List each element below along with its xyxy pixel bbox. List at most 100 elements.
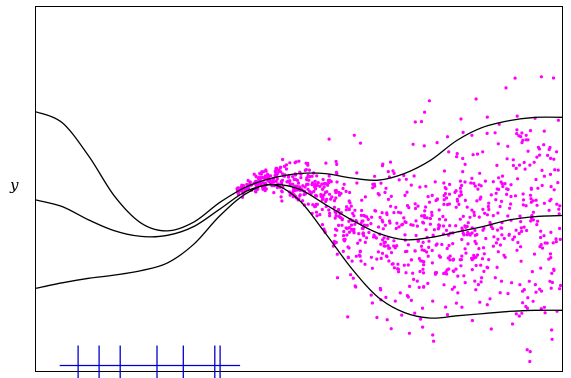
scatter-point [527, 279, 531, 283]
scatter-point [295, 178, 299, 182]
scatter-point [526, 296, 530, 300]
scatter-point [483, 211, 487, 215]
scatter-point [388, 160, 393, 164]
scatter-point [350, 259, 354, 263]
scatter-point [531, 299, 535, 303]
scatter-point [540, 183, 544, 188]
scatter-point [517, 231, 521, 236]
scatter-point [459, 193, 463, 197]
scatter-point [297, 159, 301, 163]
scatter-point [549, 230, 553, 234]
scatter-point [471, 153, 475, 157]
scatter-point [468, 215, 472, 219]
scatter-point [329, 197, 333, 201]
scatter-point [492, 235, 496, 239]
scatter-point [352, 133, 356, 137]
scatter-point [487, 258, 491, 262]
scatter-point [386, 170, 390, 174]
scatter-point [360, 226, 364, 230]
scatter-point [554, 240, 558, 244]
scatter-point [328, 214, 332, 218]
scatter-point [555, 150, 559, 154]
scatter-point [454, 224, 458, 228]
scatter-point [510, 322, 515, 326]
scatter-point [473, 184, 477, 188]
scatter-point [520, 229, 524, 233]
scatter-point [442, 202, 446, 206]
scatter-point [356, 241, 360, 245]
scatter-point [353, 222, 357, 226]
scatter-point [341, 186, 345, 191]
scatter-point [360, 208, 364, 213]
scatter-point [296, 181, 301, 185]
scatter-point [445, 246, 449, 251]
scatter-point [424, 228, 428, 232]
scatter-point [324, 161, 328, 165]
scatter-point [332, 199, 337, 203]
scatter-point [285, 180, 289, 184]
scatter-point [464, 251, 468, 255]
scatter-point [529, 187, 534, 191]
scatter-point [271, 178, 275, 182]
scatter-point [557, 207, 561, 211]
scatter-point [427, 200, 432, 204]
scatter-point [537, 147, 542, 151]
scatter-point [337, 193, 342, 197]
scatter-point [358, 238, 362, 242]
scatter-point [485, 213, 489, 217]
scatter-point [342, 234, 346, 238]
scatter-point [500, 174, 505, 178]
scatter-point [382, 241, 386, 245]
scatter-point [269, 174, 273, 178]
scatter-point [491, 227, 495, 231]
scatter-point [355, 171, 359, 175]
scatter-point [542, 143, 546, 147]
scatter-point [372, 182, 376, 186]
scatter-point [342, 239, 347, 243]
scatter-point [403, 193, 407, 197]
scatter-point [517, 163, 522, 167]
scatter-point [512, 235, 517, 239]
scatter-point [431, 299, 435, 303]
scatter-point [365, 236, 369, 240]
scatter-point [444, 196, 449, 200]
scatter-point [384, 186, 388, 190]
scatter-point [320, 187, 324, 191]
scatter-point [463, 247, 467, 251]
scatter-point [382, 236, 386, 240]
scatter-point [441, 214, 445, 219]
scatter-point [466, 221, 470, 225]
scatter-point [415, 279, 419, 283]
scatter-point [313, 187, 318, 191]
scatter-point [413, 206, 418, 211]
scatter-point [244, 187, 248, 191]
scatter-point [447, 202, 451, 206]
scatter-point [394, 226, 398, 231]
scatter-point [549, 185, 553, 189]
scatter-point [348, 201, 352, 205]
scatter-point [320, 223, 325, 227]
scatter-point [396, 267, 401, 271]
scatter-point [460, 237, 464, 242]
scatter-point [385, 212, 389, 217]
scatter-point [264, 169, 268, 173]
scatter-point [400, 223, 404, 227]
scatter-point [515, 248, 519, 252]
scatter-point [303, 168, 307, 172]
scatter-point [394, 205, 398, 209]
scatter-point [474, 97, 478, 101]
scatter-point [321, 177, 325, 182]
scatter-point [423, 110, 427, 114]
scatter-point [458, 186, 462, 190]
scatter-point [549, 286, 553, 290]
scatter-point [406, 295, 410, 299]
scatter-point [451, 242, 455, 246]
scatter-point [461, 231, 465, 235]
scatter-point [543, 311, 547, 315]
scatter-point [280, 199, 284, 203]
scatter-point [309, 190, 313, 195]
scatter-point [404, 177, 408, 181]
scatter-point [456, 274, 460, 278]
scatter-point [301, 199, 305, 203]
scatter-point [522, 225, 526, 229]
